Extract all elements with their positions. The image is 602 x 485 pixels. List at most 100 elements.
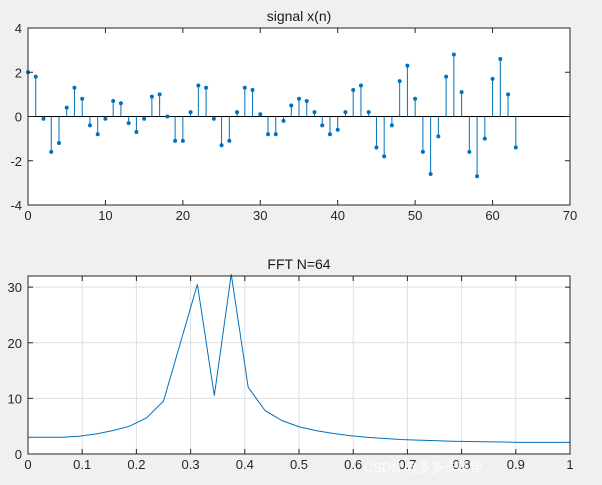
stem-marker <box>397 79 402 84</box>
x-ticks-signal: 0 10 20 30 40 50 60 70 <box>24 28 577 223</box>
stem-marker <box>242 85 247 90</box>
stem-marker <box>482 136 487 141</box>
stem-marker <box>498 56 503 61</box>
x-ticks-fft: 0 0.1 0.2 0.3 0.4 0.5 0.6 0.7 0.8 0.9 1 <box>24 276 574 472</box>
stem-marker <box>250 87 255 92</box>
x-tick-label: 0.3 <box>182 457 200 472</box>
chart-title-fft: FFT N=64 <box>267 256 330 272</box>
x-tick-label: 0.9 <box>507 457 525 472</box>
y-ticks-fft: 0 10 20 30 <box>8 280 570 462</box>
y-tick-label: 20 <box>8 336 22 351</box>
stem-marker <box>451 52 456 57</box>
stem-marker <box>72 85 77 90</box>
stem-marker <box>351 87 356 92</box>
stem-marker <box>142 116 147 121</box>
x-tick-label: 0.4 <box>236 457 254 472</box>
stem-marker <box>258 112 263 117</box>
x-tick-label: 0 <box>24 208 31 223</box>
stem-marker <box>273 132 278 137</box>
x-tick-label: 30 <box>253 208 267 223</box>
stem-marker <box>64 105 69 110</box>
y-tick-label: 2 <box>15 65 22 80</box>
stem-marker <box>204 85 209 90</box>
x-tick-label: 10 <box>98 208 112 223</box>
stem-marker <box>266 132 271 137</box>
stem-marker <box>227 138 232 143</box>
stem-marker <box>304 99 309 104</box>
axes-fft: 0 0.1 0.2 0.3 0.4 0.5 0.6 0.7 0.8 0.9 1 0 10 20 30 FF… <box>8 256 574 472</box>
stem-marker <box>467 149 472 154</box>
stem-series <box>26 52 518 179</box>
stem-marker <box>180 138 185 143</box>
stem-marker <box>413 96 418 101</box>
stem-marker <box>87 123 92 128</box>
stem-marker <box>335 127 340 132</box>
x-tick-label: 70 <box>563 208 577 223</box>
y-tick-label: -4 <box>10 198 22 213</box>
stem-marker <box>374 145 379 150</box>
stem-marker <box>405 63 410 68</box>
y-tick-label: 0 <box>15 110 22 125</box>
line-series <box>28 274 570 443</box>
stem-marker <box>188 110 193 115</box>
x-tick-label: 60 <box>485 208 499 223</box>
x-tick-label: 50 <box>408 208 422 223</box>
stem-marker <box>459 90 464 95</box>
x-tick-label: 0.5 <box>290 457 308 472</box>
stem-marker <box>49 149 54 154</box>
stem-marker <box>219 143 224 148</box>
stem-marker <box>196 83 201 88</box>
stem-marker <box>289 103 294 108</box>
x-tick-label: 0.1 <box>73 457 91 472</box>
y-tick-label: 30 <box>8 280 22 295</box>
stem-marker <box>157 92 162 97</box>
stem-marker <box>444 74 449 79</box>
chart-title-signal: signal x(n) <box>267 8 332 24</box>
y-tick-label: -2 <box>10 154 22 169</box>
stem-marker <box>420 149 425 154</box>
stem-marker <box>41 116 46 121</box>
stem-marker <box>165 114 170 119</box>
stem-marker <box>56 141 61 146</box>
stem-marker <box>235 110 240 115</box>
y-ticks-signal: -4 -2 0 2 4 <box>10 21 570 213</box>
x-tick-label: 0.6 <box>344 457 362 472</box>
stem-marker <box>320 123 325 128</box>
stem-marker <box>366 110 371 115</box>
stem-marker <box>134 129 139 134</box>
stem-marker <box>211 116 216 121</box>
stem-marker <box>281 118 286 123</box>
stem-marker <box>149 94 154 99</box>
x-tick-label: 0.7 <box>398 457 416 472</box>
y-tick-label: 4 <box>15 21 22 36</box>
stem-marker <box>513 145 518 150</box>
y-tick-label: 0 <box>15 447 22 462</box>
stem-marker <box>103 116 108 121</box>
stem-marker <box>80 96 85 101</box>
x-tick-label: 0 <box>24 457 31 472</box>
stem-marker <box>297 96 301 101</box>
stem-marker <box>382 154 387 159</box>
stem-marker <box>173 138 178 143</box>
stem-marker <box>33 74 38 79</box>
x-tick-label: 40 <box>330 208 344 223</box>
stem-marker <box>126 121 131 126</box>
watermark: CSDN @多多卡哇伊 <box>364 460 483 475</box>
stem-marker <box>111 99 116 104</box>
stem-marker <box>95 132 100 137</box>
stem-marker <box>389 123 394 128</box>
stem-marker <box>428 172 433 177</box>
x-tick-label: 20 <box>176 208 190 223</box>
stem-marker <box>358 83 363 88</box>
stem-marker <box>343 110 348 115</box>
fft-magnitude-line <box>28 274 570 443</box>
x-tick-label: 1 <box>566 457 573 472</box>
axes-signal: 0 10 20 30 40 50 60 70 -4 -2 0 2 4 signal x(n) <box>10 8 577 223</box>
x-tick-label: 0.8 <box>453 457 471 472</box>
stem-marker <box>475 174 480 179</box>
stem-marker <box>490 76 495 81</box>
y-tick-label: 10 <box>8 391 22 406</box>
x-tick-label: 0.2 <box>127 457 145 472</box>
stem-marker <box>312 110 317 115</box>
